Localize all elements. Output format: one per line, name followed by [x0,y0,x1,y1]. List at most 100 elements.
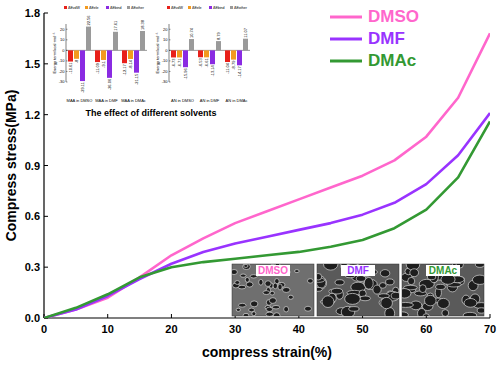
sem-pore [477,308,484,313]
sem-image-frame [317,264,399,316]
sem-label: DMF [347,265,369,276]
sem-pore [244,264,248,267]
y-tick-label: 0.3 [25,261,40,273]
sem-pore [307,279,313,283]
inset-y-tick-label: -10 [162,58,169,63]
inset-data-label: -21.15 [134,73,139,85]
y-tick [44,165,48,166]
inset-background [155,2,250,105]
sem-pore [386,279,394,285]
sem-pore [408,277,415,284]
inset-legend-swatch [106,6,109,9]
sem-pore [259,279,263,285]
x-tick [171,314,172,318]
sem-pore [323,264,337,270]
sem-pore [266,307,272,311]
inset-bar [86,27,91,51]
y-tick [44,267,48,268]
sem-label-background [256,265,290,276]
x-tick-label: 50 [356,323,368,335]
inset-data-label: -8 [74,59,79,63]
inset-bar [113,32,118,51]
sem-pore [278,284,282,290]
inset-data-label: -13.14 [210,64,215,76]
sem-pore [463,312,477,316]
inset-y-axis-title: Energy term/kcal·mol⁻¹ [155,32,160,74]
sem-pore [419,285,426,293]
inset-legend-swatch [188,6,191,9]
inset-plot-area [171,39,248,68]
inset-legend-swatch [127,6,130,9]
sem-pore [438,298,450,308]
y-tick [44,63,48,64]
inset-legend-label: ΔEbind [110,6,122,10]
x-tick [490,314,491,318]
sem-pore [322,296,334,308]
inset-bar [231,50,236,59]
sem-label: DMSO [258,265,288,276]
y-axis-title: Compress stress(MPa) [3,90,19,242]
sem-pore [232,269,237,274]
chart: 0102030405060700.00.30.60.91.21.51.8comp… [0,0,500,366]
sem-texture [232,264,313,316]
annotation: The effect of different solvents [85,108,216,118]
sem-pore [436,284,446,289]
inset-category-label: AN in DMSO [171,98,194,103]
sem-pore [464,298,477,307]
sem-pore [402,289,411,299]
x-tick-label: 10 [102,323,114,335]
inset-bar [189,39,194,50]
sem-pore [236,308,240,311]
inset-bar [95,50,100,62]
sem-pore [269,298,276,304]
sem-pore [238,303,246,307]
sem-pore [252,312,256,316]
legend-label: DMF [368,29,405,48]
inset-data-label: -11.04 [225,62,230,74]
sem-pore [305,306,312,311]
inset-data-label: 17.61 [113,20,118,31]
inset-bar [177,50,182,57]
inset-data-label: 10.74 [189,27,194,38]
inset-bar [134,50,139,72]
inset-y-tick-label: 20 [163,27,168,32]
inset-y-axis-line [66,24,67,82]
inset-bar [198,50,203,57]
inset-legend-label: ΔEother [234,6,248,10]
inset-data-label: 18.38 [140,19,145,30]
sem-pore [282,287,290,292]
sem-label: DMAc [429,265,458,276]
series-line [44,113,490,318]
inset-legend-swatch [64,6,67,9]
inset-data-label: -26.06 [107,78,112,90]
sem-pore [472,275,484,284]
inset-y-tick [169,71,171,72]
inset-data-label: -9.1 [101,60,106,68]
sem-pore [402,302,413,307]
inset-y-tick-label: 0 [62,48,65,53]
x-tick-label: 70 [484,323,496,335]
sem-image-frame [402,264,484,316]
inset-bar [140,31,145,50]
inset-bar [107,50,112,77]
sem-pore [243,313,249,316]
inset-y-tick-label: -30 [162,79,169,84]
x-tick-label: 40 [293,323,305,335]
sem-pore [273,313,280,316]
inset-bar [243,39,248,51]
inset-category-label: MAA in DMSO [67,98,93,103]
inset-y-axis-title: Energy term/kcal·mol⁻¹ [52,32,57,74]
inset-bar [225,50,230,62]
inset-bar [204,50,209,57]
y-tick-label: 1.2 [25,109,40,121]
inset-data-label: -15.96 [183,67,188,79]
inset-data-label: -12.17 [122,63,127,75]
sem-pore [246,282,253,287]
sem-pore [266,312,274,316]
inset-y-tick [169,82,171,83]
sem-texture [317,264,399,316]
sem-pore [379,283,386,289]
sem-pore [442,310,449,316]
sem-pore [381,297,393,308]
inset-data-label: 8.79 [216,32,221,41]
